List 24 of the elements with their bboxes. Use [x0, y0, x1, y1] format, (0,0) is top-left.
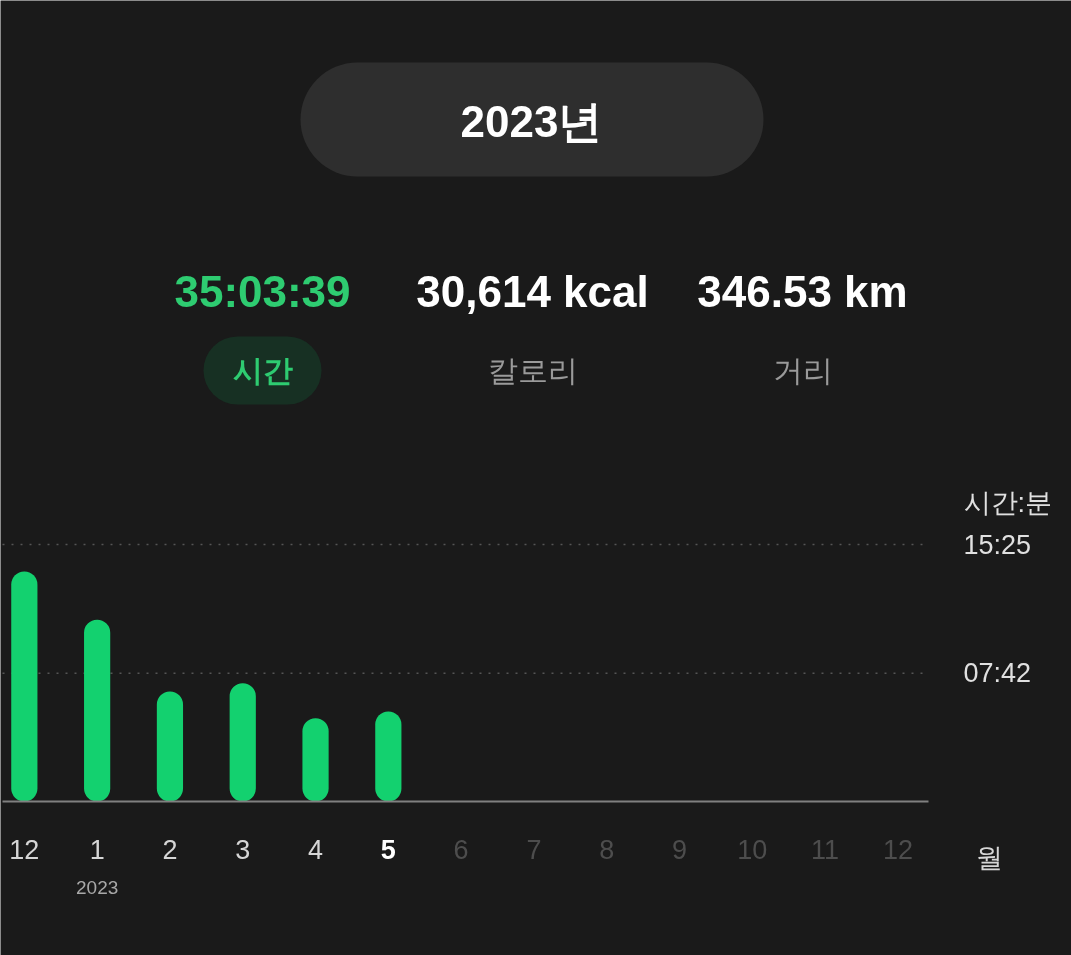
bar — [229, 683, 256, 802]
bar — [11, 571, 38, 802]
text: 거리 — [772, 354, 833, 387]
bar — [156, 691, 184, 802]
x-tick-label: 4 — [308, 835, 324, 865]
text: 시간 — [232, 354, 293, 387]
text: 칼로리 — [487, 354, 578, 387]
y-tick-label: 07:42 — [963, 658, 1032, 689]
bar — [84, 619, 111, 802]
bar — [302, 718, 329, 802]
text: 346.53 km — [697, 267, 908, 316]
x-axis-title: 월 — [975, 842, 1003, 873]
text: 2023 — [76, 877, 119, 898]
text: 35:03:39 — [174, 267, 351, 316]
x-tick-label: 5 — [380, 835, 396, 865]
x-tick-label: 12 — [9, 835, 40, 865]
chart-title: 2023년 — [460, 97, 603, 146]
x-tick-label: 3 — [235, 835, 251, 865]
y-tick-label: 15:25 — [963, 529, 1032, 560]
text: 30,614 kcal — [416, 267, 649, 316]
bar — [375, 711, 402, 802]
x-tick-label: 2 — [162, 835, 178, 865]
y-axis-title: 시간:분 — [963, 487, 1053, 518]
x-tick-label: 1 — [89, 835, 105, 865]
